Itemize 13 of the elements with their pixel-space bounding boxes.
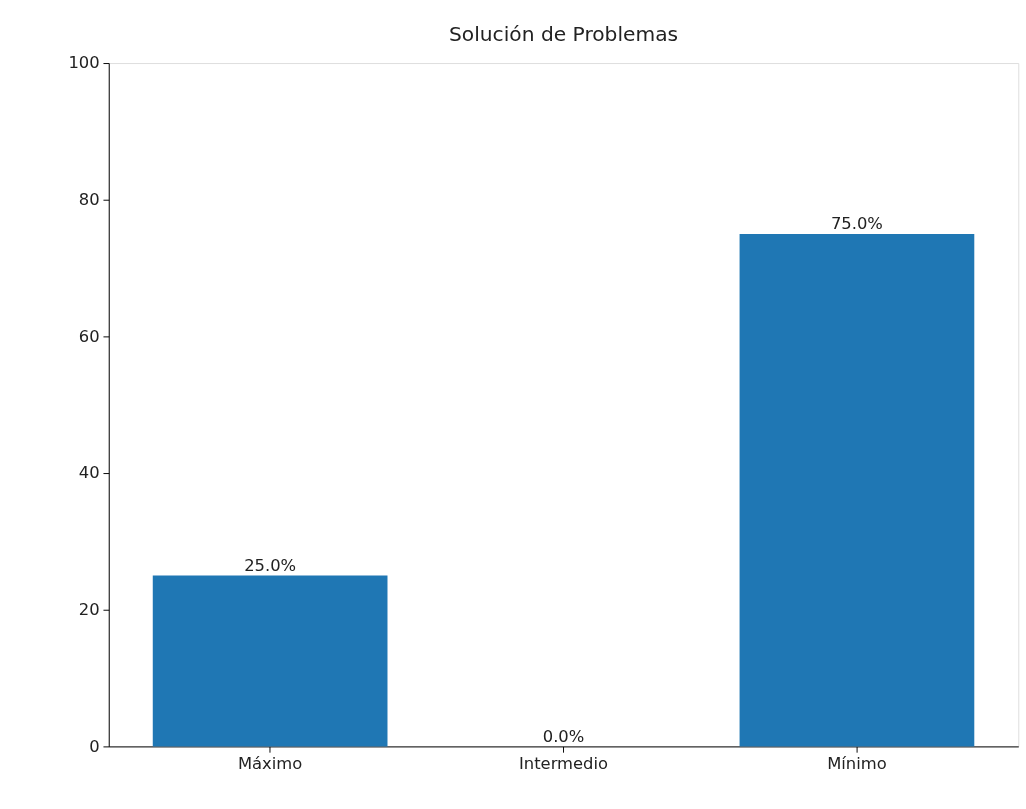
y-tick-label: 40 [78, 463, 100, 483]
chart-title: Solución de Problemas [448, 21, 679, 46]
x-tick-label: Mínimo [827, 754, 887, 774]
x-tick-label: Máximo [237, 754, 303, 774]
y-tick-label: 20 [78, 600, 100, 620]
y-tick-label: 100 [68, 53, 100, 73]
y-tick-label: 80 [78, 190, 100, 210]
x-tick-label: Intermedio [519, 754, 609, 774]
data-label: 25.0% [244, 555, 297, 575]
y-tick-label: 60 [78, 326, 100, 346]
y-tick-label: 0 [89, 736, 100, 756]
data-label: 0.0% [542, 726, 585, 746]
data-label: 75.0% [830, 214, 883, 234]
